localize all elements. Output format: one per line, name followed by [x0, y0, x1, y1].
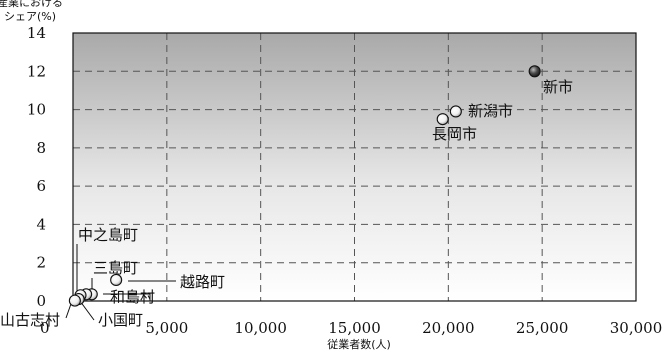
- leader-line: [79, 300, 95, 321]
- y-tick-label: 8: [36, 139, 46, 157]
- point-label: 中之島町: [78, 226, 138, 244]
- x-tick-label: 0: [40, 319, 50, 337]
- point-label: 和島村: [110, 288, 155, 306]
- leader-line: [103, 293, 151, 301]
- y-tick-label: 6: [36, 177, 46, 195]
- point-label: 三島町: [93, 259, 138, 277]
- data-points: [68, 65, 541, 307]
- plot-border: [72, 32, 637, 302]
- point-label: 越路町: [180, 273, 225, 291]
- y-tick-label: 14: [27, 24, 46, 42]
- data-point: [436, 113, 449, 126]
- y-tick-label: 12: [27, 62, 46, 80]
- y-axis-label-line-1: 産業における: [0, 0, 63, 9]
- grid: [73, 33, 636, 301]
- point-label: 山古志村: [0, 311, 60, 329]
- data-point: [68, 294, 81, 307]
- point-label: 新潟市: [468, 102, 513, 120]
- point-label: 小国町: [98, 311, 143, 329]
- x-tick-label: 10,000: [234, 319, 287, 337]
- data-point: [449, 105, 462, 118]
- data-point: [528, 65, 541, 78]
- x-tick-label: 15,000: [328, 319, 381, 337]
- point-label: 新市: [543, 78, 573, 96]
- x-tick-label: 20,000: [422, 319, 475, 337]
- y-axis-label: 産業における シェア(%): [0, 0, 63, 23]
- x-tick-label: 5,000: [145, 319, 188, 337]
- y-tick-label: 2: [36, 254, 46, 272]
- x-axis-label: 従業者数(人): [327, 338, 391, 351]
- data-point: [110, 273, 123, 286]
- x-tick-label: 25,000: [516, 319, 569, 337]
- y-axis-label-line-2: シェア(%): [4, 10, 56, 23]
- y-tick-label: 4: [36, 215, 46, 233]
- y-tick-label: 10: [27, 101, 46, 119]
- y-tick-label: 0: [36, 292, 46, 310]
- y-tick-labels: 0 2 4 6 8 10 12 14: [27, 24, 46, 310]
- point-label: 長岡市: [432, 125, 477, 143]
- x-tick-label: 30,000: [610, 319, 663, 337]
- x-tick-labels: 0 5,000 10,000 15,000 20,000 25,000 30,000: [40, 319, 662, 337]
- leader-lines: [65, 244, 176, 321]
